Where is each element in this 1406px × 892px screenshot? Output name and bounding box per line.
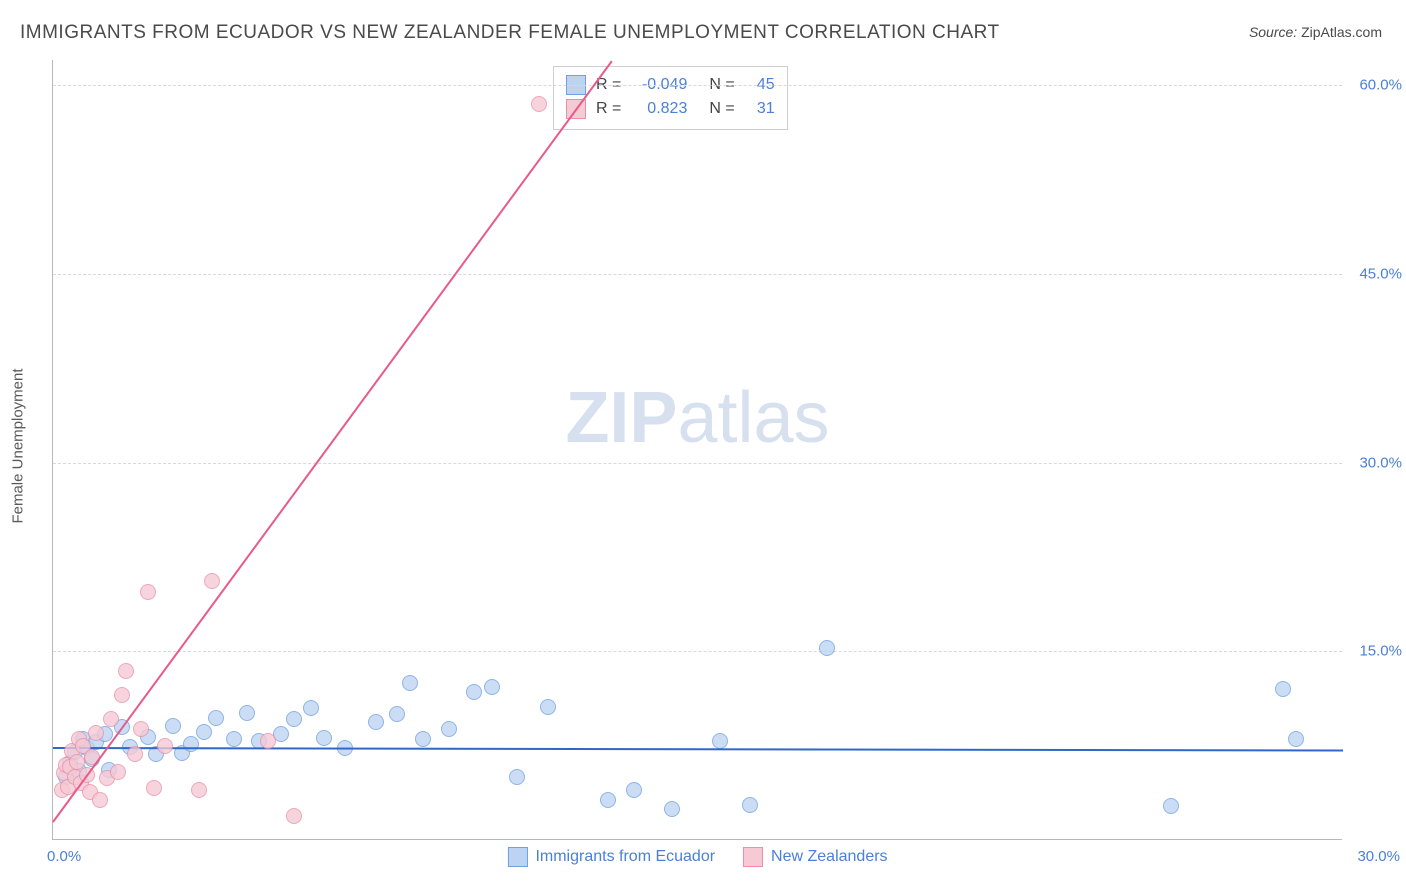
data-point [819, 640, 835, 656]
data-point [531, 96, 547, 112]
n-label: N = [709, 97, 734, 121]
correlation-row: R = 0.823 N = 31 [566, 97, 775, 121]
data-point [286, 808, 302, 824]
chart-source: Source: ZipAtlas.com [1249, 24, 1382, 40]
data-point [165, 718, 181, 734]
legend-swatch-icon [743, 847, 763, 867]
data-point [316, 730, 332, 746]
data-point [402, 675, 418, 691]
data-point [441, 721, 457, 737]
legend-label: Immigrants from Ecuador [535, 848, 715, 866]
data-point [157, 738, 173, 754]
data-point [103, 711, 119, 727]
data-point [110, 764, 126, 780]
gridline [53, 85, 1342, 86]
r-value: 0.823 [631, 97, 687, 121]
data-point [92, 792, 108, 808]
n-value: 31 [745, 97, 775, 121]
data-point [509, 769, 525, 785]
data-point [664, 801, 680, 817]
legend-label: New Zealanders [771, 848, 888, 866]
data-point [415, 731, 431, 747]
source-value: ZipAtlas.com [1301, 24, 1382, 40]
legend-item: New Zealanders [743, 847, 888, 867]
data-point [303, 700, 319, 716]
chart-legend: Immigrants from Ecuador New Zealanders [507, 847, 887, 867]
data-point [239, 705, 255, 721]
data-point [286, 711, 302, 727]
y-tick-label: 15.0% [1350, 643, 1402, 660]
r-label: R = [596, 97, 621, 121]
watermark-rest: atlas [677, 378, 829, 458]
data-point [1288, 731, 1304, 747]
scatter-plot: ZIPatlas R =-0.049N =45R =0.823N =31 Imm… [52, 60, 1342, 840]
data-point [389, 706, 405, 722]
data-point [484, 679, 500, 695]
data-point [742, 797, 758, 813]
data-point [540, 699, 556, 715]
data-point [88, 725, 104, 741]
watermark-bold: ZIP [565, 378, 677, 458]
data-point [114, 687, 130, 703]
data-point [196, 724, 212, 740]
data-point [208, 710, 224, 726]
trend-line [52, 60, 613, 822]
legend-item: Immigrants from Ecuador [507, 847, 715, 867]
watermark: ZIPatlas [565, 377, 829, 459]
chart-title: IMMIGRANTS FROM ECUADOR VS NEW ZEALANDER… [20, 22, 1000, 44]
gridline [53, 651, 1342, 652]
data-point [118, 663, 134, 679]
y-axis-label: Female Unemployment [10, 368, 27, 523]
data-point [1275, 681, 1291, 697]
data-point [127, 746, 143, 762]
data-point [204, 573, 220, 589]
data-point [260, 733, 276, 749]
data-point [368, 714, 384, 730]
trend-line [53, 747, 1343, 752]
data-point [712, 733, 728, 749]
source-label: Source: [1249, 24, 1297, 40]
data-point [1163, 798, 1179, 814]
y-tick-label: 30.0% [1350, 454, 1402, 471]
x-tick-label: 0.0% [47, 848, 81, 865]
x-tick-label: 30.0% [1357, 848, 1400, 865]
data-point [226, 731, 242, 747]
correlation-box: R =-0.049N =45R =0.823N =31 [553, 66, 788, 130]
legend-swatch-icon [507, 847, 527, 867]
data-point [466, 684, 482, 700]
data-point [133, 721, 149, 737]
data-point [183, 736, 199, 752]
y-tick-label: 60.0% [1350, 77, 1402, 94]
y-tick-label: 45.0% [1350, 265, 1402, 282]
data-point [140, 584, 156, 600]
data-point [146, 780, 162, 796]
gridline [53, 274, 1342, 275]
gridline [53, 463, 1342, 464]
data-point [600, 792, 616, 808]
data-point [191, 782, 207, 798]
data-point [626, 782, 642, 798]
